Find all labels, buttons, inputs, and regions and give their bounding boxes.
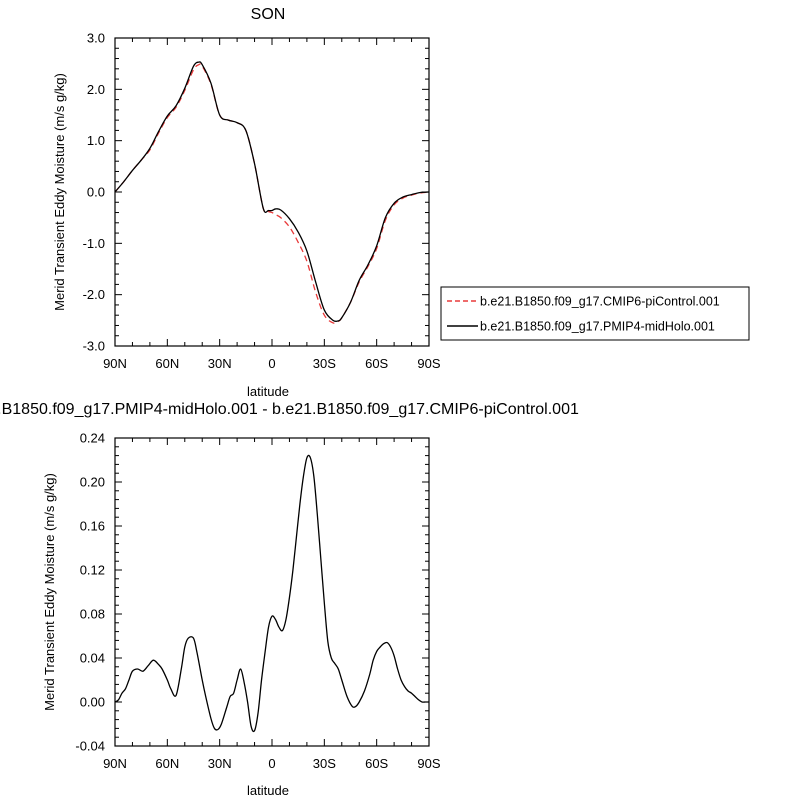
y-tick-label: 3.0 [87, 31, 105, 46]
x-tick-label: 30S [313, 356, 336, 371]
bottom-chart-lines [114, 454, 429, 733]
x-tick-label: 0 [268, 756, 275, 771]
top-chart-xlabel: latitude [247, 384, 289, 399]
y-tick-label: 0.12 [80, 563, 105, 578]
y-tick-label: 0.16 [80, 519, 105, 534]
bottom-chart-ticks: 90N 60N 30N 0 30S 60S 90S 0.24 0.20 0.16 0.12 0.08 0… [75, 431, 441, 772]
x-tick-label: 60S [365, 756, 388, 771]
x-tick-label: 60N [155, 356, 179, 371]
y-tick-label: 1.0 [87, 133, 105, 148]
x-tick-label: 90S [417, 356, 440, 371]
top-chart: SON Merid Transient Eddy Moisture (m/s g… [52, 6, 441, 399]
y-tick-label: -0.04 [75, 739, 105, 754]
y-tick-label: 2.0 [87, 82, 105, 97]
series-line-b [114, 61, 430, 323]
y-tick-label: 0.08 [80, 607, 105, 622]
y-tick-label: -2.0 [83, 287, 105, 302]
y-tick-label: -3.0 [83, 339, 105, 354]
top-chart-ticks: 90N 60N 30N 0 30S 60S 90S 3.0 2.0 1.0 0.0 -1.0 -2.0 -… [83, 31, 441, 372]
y-tick-label: 0.20 [80, 475, 105, 490]
legend-label-midholo: b.e21.B1850.f09_g17.PMIP4-midHolo.001 [480, 320, 715, 334]
top-chart-title: SON [251, 6, 286, 23]
legend: b.e21.B1850.f09_g17.CMIP6-piControl.001 … [440, 286, 750, 341]
bottom-chart-ylabel: Merid Transient Eddy Moisture (m/s g/kg) [42, 473, 57, 711]
y-tick-label: 0.00 [80, 695, 105, 710]
x-tick-label: 30S [313, 756, 336, 771]
y-tick-label: -1.0 [83, 236, 105, 251]
x-tick-label: 0 [268, 356, 275, 371]
y-tick-label: 0.0 [87, 185, 105, 200]
y-tick-label: 0.24 [80, 431, 105, 446]
x-tick-label: 90N [103, 356, 127, 371]
series-line-a [114, 454, 429, 733]
legend-box [440, 286, 750, 341]
top-chart-frame [114, 37, 430, 347]
x-tick-label: 90S [417, 756, 440, 771]
bottom-chart-xlabel: latitude [247, 783, 289, 798]
top-chart-lines [114, 61, 430, 324]
top-chart-ylabel: Merid Transient Eddy Moisture (m/s g/kg) [52, 73, 67, 311]
legend-label-picontrol: b.e21.B1850.f09_g17.CMIP6-piControl.001 [480, 295, 720, 309]
bottom-chart: b.e21.B1850.f09_g17.PMIP4-midHolo.001 - … [0, 401, 579, 798]
bottom-chart-title: b.e21.B1850.f09_g17.PMIP4-midHolo.001 - … [0, 401, 579, 418]
y-tick-label: 0.04 [80, 651, 105, 666]
bottom-chart-frame [114, 437, 430, 747]
x-tick-label: 60S [365, 356, 388, 371]
x-tick-label: 30N [208, 756, 232, 771]
x-tick-label: 30N [208, 356, 232, 371]
x-tick-label: 90N [103, 756, 127, 771]
x-tick-label: 60N [155, 756, 179, 771]
series-line-a [114, 63, 430, 324]
